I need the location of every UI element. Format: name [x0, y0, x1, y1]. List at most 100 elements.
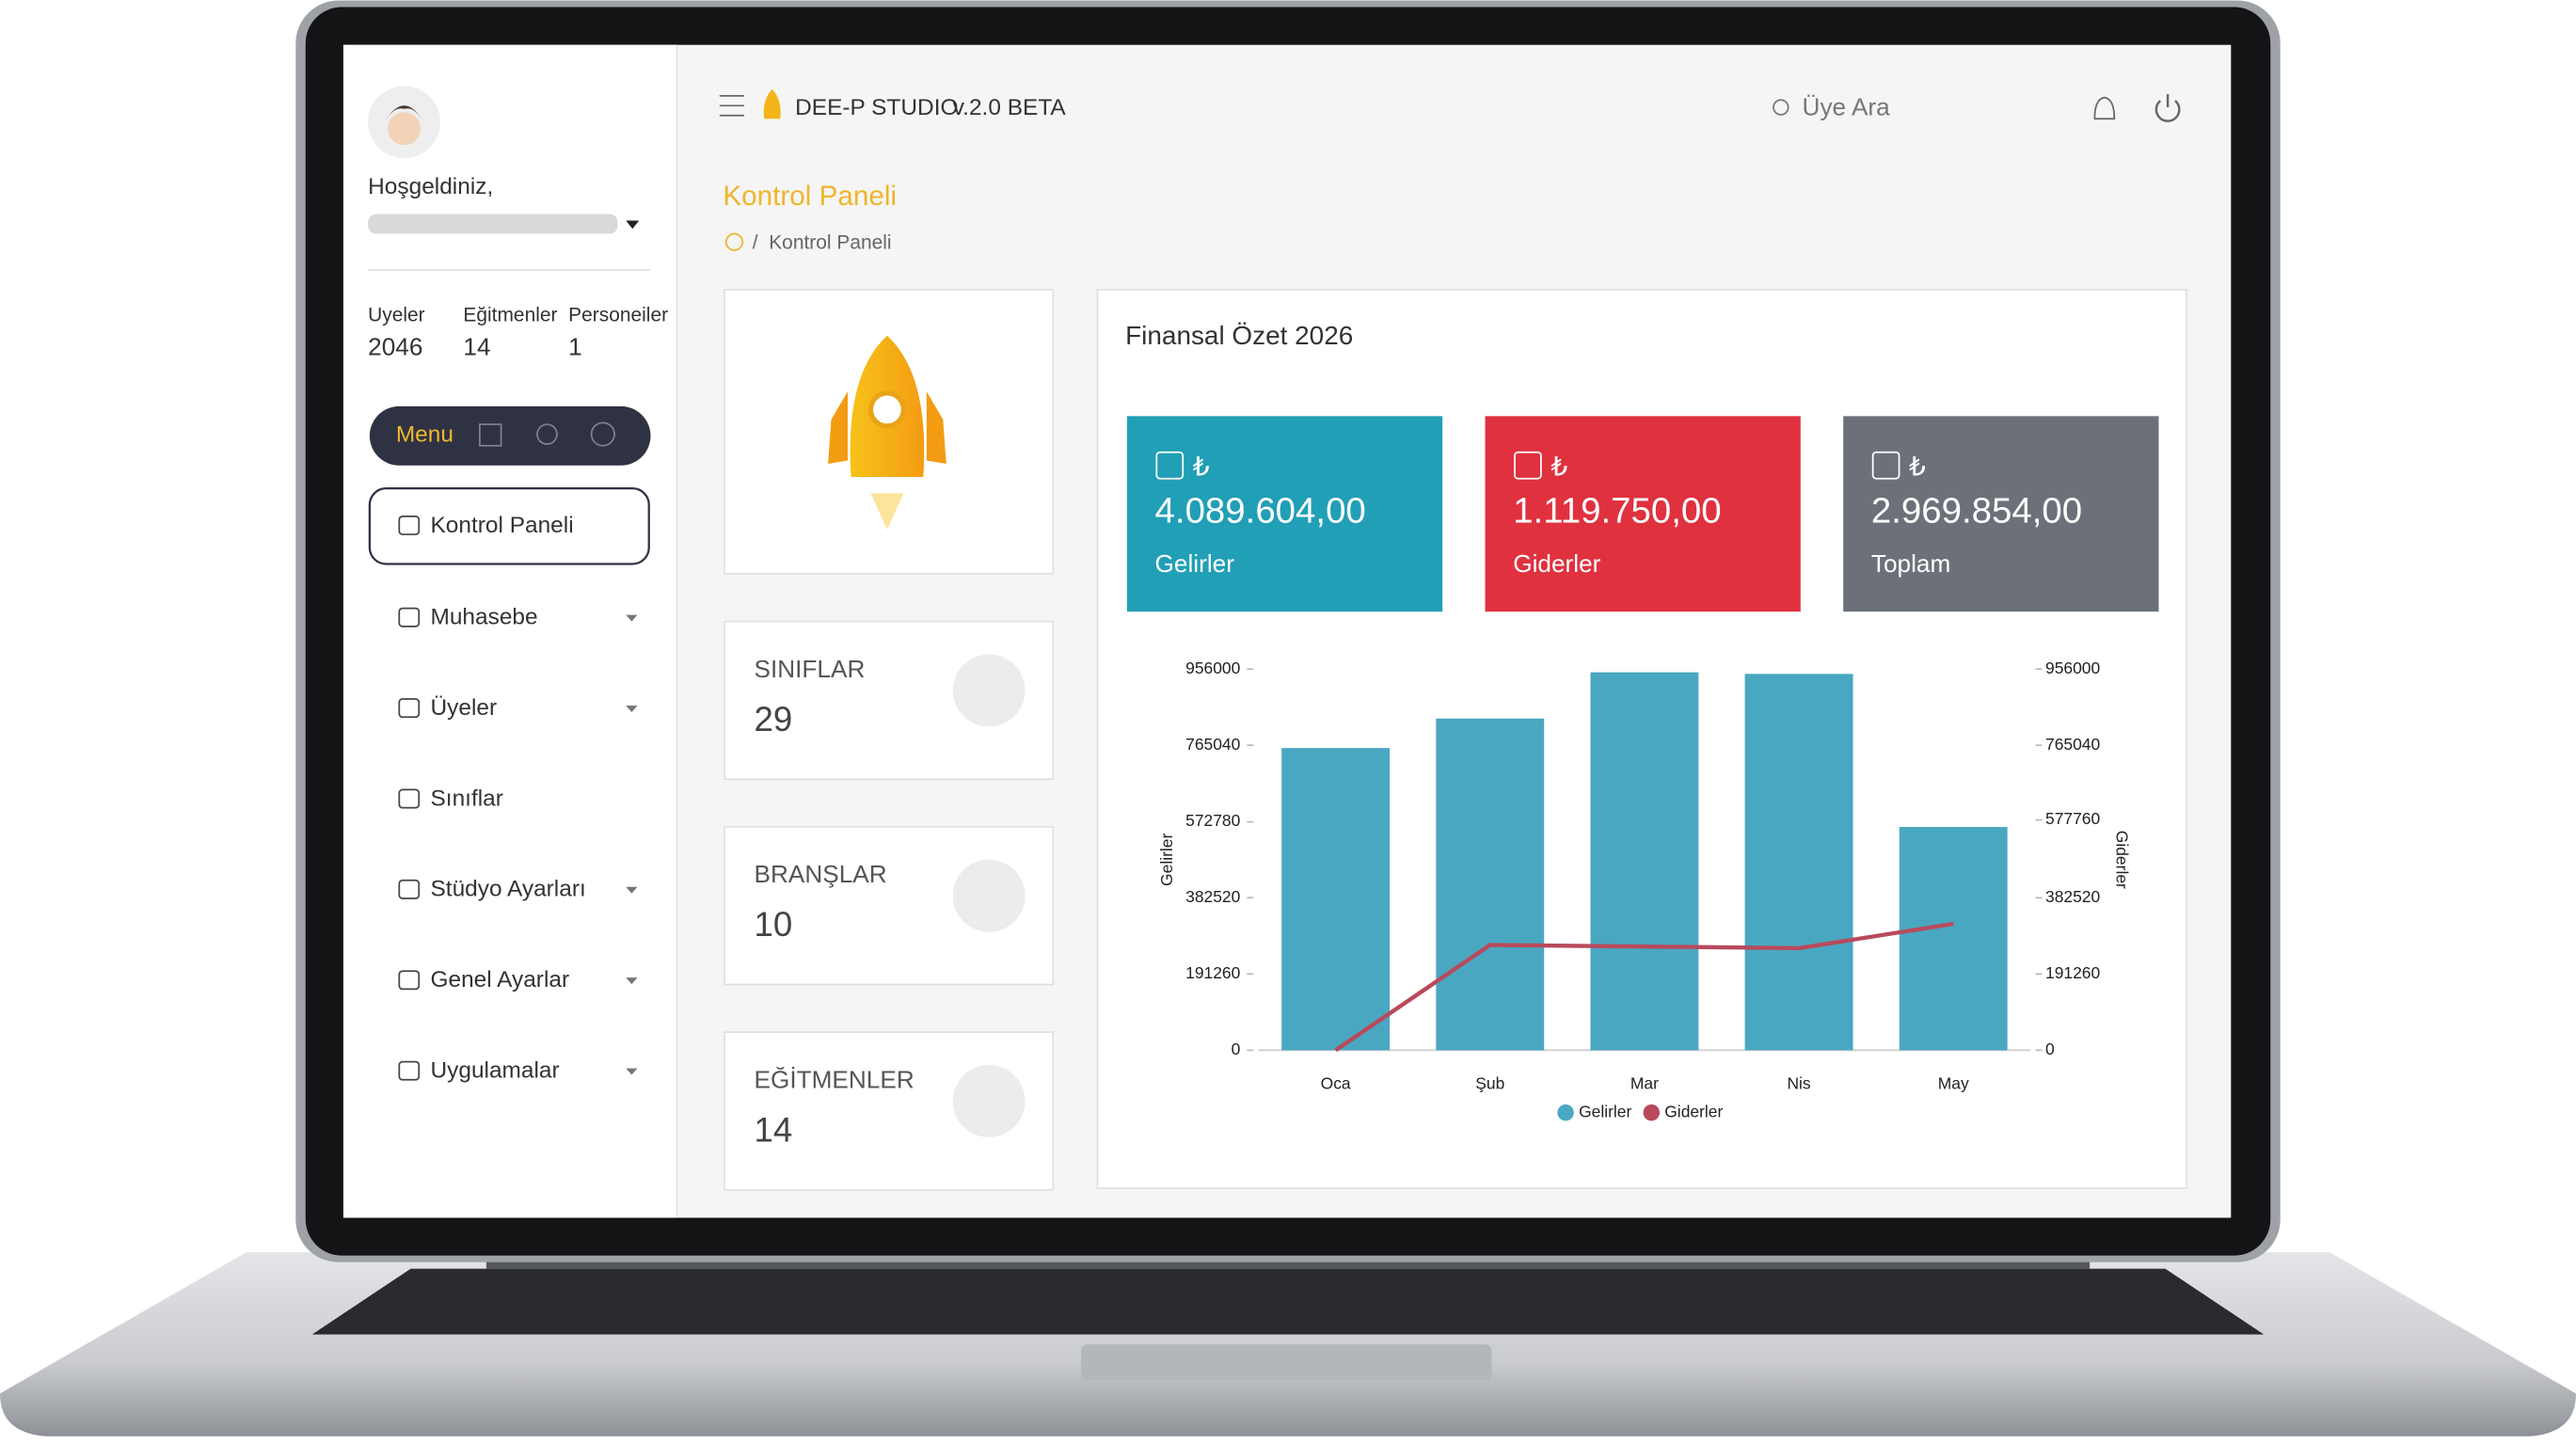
tab-icon[interactable]	[479, 423, 502, 447]
finance-icon	[1514, 451, 1542, 480]
bar	[1744, 674, 1853, 1051]
menu-icon[interactable]	[398, 788, 421, 809]
bar	[1590, 672, 1699, 1051]
stat-card-icon	[952, 859, 1026, 932]
y2-tick-label: 765040	[2045, 735, 2101, 754]
legend-swatch[interactable]	[1557, 1104, 1574, 1121]
y-tick-label: 0	[1232, 1040, 1241, 1058]
finance-value: 4.089.604,00	[1155, 491, 1366, 532]
search-icon[interactable]	[1773, 99, 1789, 116]
stat-card-value: 14	[754, 1110, 792, 1149]
y2-tick-label: 382520	[2045, 887, 2101, 906]
finance-label: Gelirler	[1155, 549, 1235, 578]
menu-icon[interactable]	[398, 698, 421, 719]
finance-label: Toplam	[1871, 549, 1950, 578]
keyboard	[311, 1268, 2265, 1335]
line	[1334, 921, 1954, 1053]
hamburger[interactable]	[719, 94, 745, 117]
y-tick-label: 382520	[1185, 887, 1241, 906]
stat-card-value: 10	[754, 905, 792, 944]
x-tick-label: May	[1938, 1074, 1969, 1093]
legend-label[interactable]: Gelirler	[1579, 1102, 1631, 1120]
stat-card-label: BRANŞLAR	[754, 860, 886, 888]
breadcrumb[interactable]: Kontrol Paneli	[769, 232, 891, 254]
stat-value: 1	[568, 333, 582, 361]
stat-label: Uyeler	[368, 304, 425, 326]
tab-icon[interactable]	[590, 421, 615, 447]
menu-caret[interactable]	[626, 977, 638, 985]
finance-value: 2.969.854,00	[1871, 491, 2082, 532]
y-axis-title: Gelirler	[1157, 833, 1176, 885]
menu-icon[interactable]	[398, 607, 421, 627]
trackpad	[1080, 1343, 1492, 1381]
y-tick-label: 572780	[1185, 811, 1241, 830]
stat-card-label: EĞİTMENLER	[754, 1065, 914, 1093]
notifications[interactable]	[2093, 96, 2116, 120]
active-menu-frame	[368, 487, 650, 565]
menu-caret[interactable]	[626, 1068, 638, 1075]
menu-item[interactable]: Sınıflar	[430, 786, 502, 811]
menu-item[interactable]: Muhasebe	[430, 605, 537, 630]
stat-card-icon	[952, 1065, 1026, 1137]
menu-icon[interactable]	[398, 515, 421, 535]
welcome: Hoşgeldiniz,	[368, 174, 493, 199]
breadcrumb-sep: /	[753, 232, 758, 254]
user-caret[interactable]	[626, 220, 640, 230]
bar	[1899, 827, 2008, 1051]
tab-icon[interactable]	[536, 423, 558, 445]
stat-value: 14	[463, 333, 490, 361]
logo[interactable]	[763, 88, 781, 119]
menu-icon[interactable]	[398, 970, 421, 991]
page-title: Kontrol Paneli	[723, 181, 897, 212]
stat-card-value: 29	[754, 700, 792, 738]
search-input[interactable]: Üye Ara	[1803, 93, 1891, 121]
stat-label: Personeiler	[568, 304, 668, 326]
y2-axis-title: Giderler	[2113, 831, 2132, 889]
brand: DEE-P STUDIO	[795, 95, 958, 120]
y-tick-label: 191260	[1185, 963, 1241, 982]
finance-card	[1126, 416, 1443, 612]
power[interactable]	[2155, 94, 2181, 122]
legend-swatch[interactable]	[1643, 1104, 1661, 1121]
stat-value: 2046	[368, 333, 422, 361]
legend-label[interactable]: Giderler	[1664, 1102, 1723, 1120]
rocket	[828, 335, 946, 530]
menu-caret[interactable]	[626, 886, 638, 894]
x-tick-label: Nis	[1787, 1074, 1810, 1093]
menu-caret[interactable]	[626, 706, 638, 712]
finance-label: Giderler	[1513, 549, 1600, 578]
x-tick-label: Oca	[1321, 1074, 1351, 1093]
currency: ₺	[1909, 453, 1926, 482]
bar	[1281, 748, 1391, 1051]
finance-card	[1485, 416, 1801, 612]
stat-label: Eğitmenler	[463, 304, 557, 326]
menu-item[interactable]: Kontrol Paneli	[430, 513, 573, 538]
menu-tabs	[369, 405, 651, 466]
menu-item[interactable]: Uygulamalar	[430, 1058, 559, 1084]
user-name-blurred[interactable]	[368, 214, 618, 234]
currency: ₺	[1193, 453, 1210, 482]
finance-icon	[1155, 451, 1185, 480]
y2-tick-label: 956000	[2045, 659, 2101, 677]
y2-tick-label: 0	[2045, 1040, 2055, 1058]
sidebar	[342, 44, 677, 1218]
menu-icon[interactable]	[398, 1060, 421, 1081]
breadcrumb-icon[interactable]	[724, 232, 744, 251]
x-tick-label: Şub	[1475, 1074, 1504, 1093]
menu-icon[interactable]	[398, 879, 421, 899]
menu-caret[interactable]	[626, 614, 638, 622]
avatar-face	[388, 112, 421, 146]
version: v.2.0 BETA	[953, 95, 1067, 120]
menu-item[interactable]: Genel Ayarlar	[430, 967, 569, 992]
y2-tick-label: 577760	[2045, 809, 2101, 828]
finance-card	[1843, 416, 2159, 612]
finance-icon	[1871, 451, 1900, 480]
currency: ₺	[1550, 453, 1567, 482]
menu-item[interactable]: Üyeler	[430, 695, 497, 721]
stat-card-icon	[952, 654, 1026, 727]
bar	[1436, 718, 1545, 1051]
menu-tab[interactable]: Menu	[396, 422, 453, 448]
menu-item[interactable]: Stüdyo Ayarları	[430, 877, 585, 902]
